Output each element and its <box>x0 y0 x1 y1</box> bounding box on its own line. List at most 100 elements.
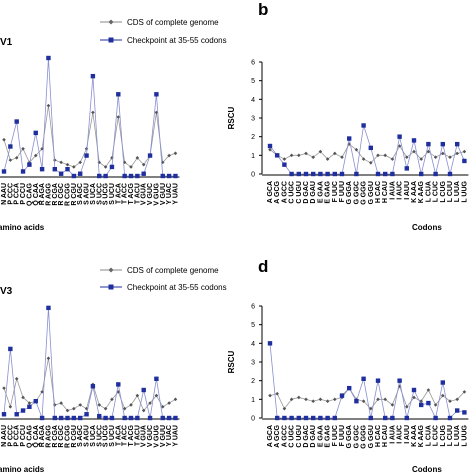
x-tick-label-b: H CAU <box>382 181 389 203</box>
series-point-d-2 <box>426 400 431 406</box>
y-tick-label-b: 2 <box>251 134 255 141</box>
x-tick-label-c: S UCA <box>90 425 97 447</box>
series-point-a-2 <box>141 171 146 176</box>
series-point-b-1 <box>318 149 323 154</box>
series-point-c-1 <box>14 377 19 381</box>
x-tick-label-a: Q CAA <box>33 183 40 206</box>
series-point-c-1 <box>141 408 146 413</box>
x-tick-label-b: G GGC <box>353 181 360 204</box>
x-tick-label-d: L UUA <box>454 425 461 446</box>
series-point-a-2 <box>154 92 159 97</box>
panel-a: V1 N AAU P CCC P CCA P CCU Q CAG Q CAA R AGA R A… <box>0 37 180 232</box>
panel-letter-d: d <box>258 257 268 276</box>
series-point-b-2 <box>339 171 345 177</box>
series-point-d-2 <box>325 415 330 421</box>
y-tick-label-b: 6 <box>251 60 255 67</box>
series-point-d-1 <box>383 397 387 402</box>
x-tick-label-d: L CUG <box>440 424 447 446</box>
x-tick-label-a: T ACU <box>134 183 141 204</box>
x-tick-label-c: R CGU <box>71 425 78 448</box>
x-axis-title-a: amino acids <box>0 223 45 232</box>
series-point-d-2 <box>361 376 366 381</box>
series-point-c-2 <box>84 412 89 417</box>
x-tick-label-d: D GAC <box>303 425 310 448</box>
x-tick-label-a: P CCC <box>7 183 14 205</box>
series-point-c-2 <box>109 415 115 421</box>
series-point-a-1 <box>129 165 133 169</box>
series-point-a-1 <box>173 151 178 156</box>
series-point-a-2 <box>14 119 19 124</box>
series-point-b-2 <box>332 171 337 177</box>
x-tick-label-d: E GAG <box>325 424 332 447</box>
series-point-d-1 <box>333 397 337 402</box>
series-point-d-1 <box>311 399 315 403</box>
series-point-b-2 <box>433 171 438 177</box>
series-point-d-2 <box>347 385 352 391</box>
x-tick-label-d: A GCA <box>267 425 274 447</box>
series-point-b-1 <box>405 155 409 159</box>
x-tick-label-d: F UUC <box>332 425 339 446</box>
y-tick-label-b: 3 <box>251 116 255 123</box>
x-tick-label-b: L CUA <box>425 181 432 202</box>
series-point-a-2 <box>71 173 77 179</box>
x-tick-label-c: Q CAG <box>26 424 33 448</box>
series-point-d-2 <box>390 415 395 421</box>
series-point-c-2 <box>103 415 108 421</box>
series-point-b-1 <box>426 149 431 154</box>
series-point-a-2 <box>78 171 83 176</box>
series-point-a-2 <box>46 55 51 61</box>
series-point-d-1 <box>419 399 423 403</box>
series-point-c-1 <box>110 397 114 402</box>
x-tick-label-b: L CUU <box>447 181 454 202</box>
x-tick-label-a: S UCA <box>90 183 97 205</box>
series-point-b-2 <box>303 171 309 177</box>
x-tick-label-c: S AGU <box>84 425 91 447</box>
series-point-a-2 <box>90 73 96 79</box>
x-axis-title-b: Codons <box>412 223 442 232</box>
series-point-c-1 <box>59 401 63 405</box>
series-point-b-2 <box>404 166 409 171</box>
x-tick-label-a: Y UAC <box>166 183 173 205</box>
x-tick-label-c: T ACG <box>128 424 135 446</box>
series-point-b-2 <box>347 136 352 141</box>
series-point-a-2 <box>147 153 153 158</box>
series-point-a-2 <box>128 173 134 179</box>
x-tick-label-b: C UGC <box>289 181 296 204</box>
x-tick-label-a: R AGA <box>39 183 46 205</box>
legend-bottom-marker-2 <box>108 284 114 290</box>
x-tick-label-d: I AUU <box>404 425 411 444</box>
series-point-c-2 <box>46 305 51 311</box>
x-tick-label-a: R AGG <box>45 182 52 205</box>
x-tick-label-c: R AGG <box>45 424 52 447</box>
legend-top-marker-2 <box>108 37 114 43</box>
x-tick-label-b: A GCA <box>267 181 274 203</box>
series-point-b-2 <box>419 171 424 177</box>
x-tick-label-a: Q CAG <box>26 182 33 206</box>
series-point-c-1 <box>103 406 108 411</box>
series-point-d-1 <box>441 393 445 398</box>
series-point-b-1 <box>361 157 366 161</box>
x-tick-label-b: I AUC <box>397 181 404 200</box>
series-point-c-2 <box>39 415 45 421</box>
series-point-a-2 <box>97 173 102 179</box>
x-tick-label-d: A GCC <box>281 425 288 447</box>
series-point-d-2 <box>462 410 467 415</box>
x-tick-label-a: R CGG <box>65 182 72 206</box>
x-tick-label-a: V GUC <box>147 183 154 205</box>
x-tick-label-c: P CCU <box>20 425 27 447</box>
x-tick-label-b: E GAA <box>317 181 324 203</box>
series-point-d-1 <box>390 403 395 407</box>
panel-tag-c: V3 <box>0 286 13 297</box>
series-point-a-1 <box>46 103 51 108</box>
series-line-c-2 <box>3 307 176 419</box>
series-point-c-1 <box>160 405 165 409</box>
x-tick-label-d: K AAG <box>418 424 425 447</box>
series-point-c-2 <box>27 404 32 409</box>
series-point-b-2 <box>275 153 280 158</box>
series-point-d-2 <box>303 415 309 421</box>
series-point-d-2 <box>440 380 445 385</box>
x-tick-label-b: I AUA <box>389 181 396 200</box>
legend-bottom: CDS of complete genome Checkpoint at 35-… <box>100 266 227 292</box>
series-point-a-1 <box>141 162 146 167</box>
x-tick-label-a: T ACC <box>122 183 129 204</box>
